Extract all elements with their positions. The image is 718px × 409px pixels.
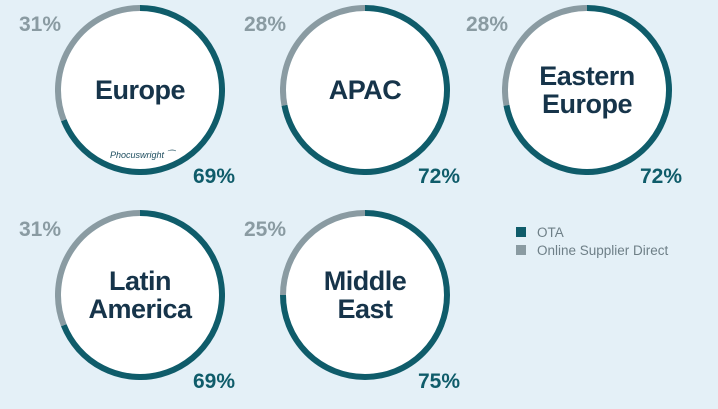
legend: OTA Online Supplier Direct	[516, 223, 668, 259]
slice-online-supplier-direct-europe	[55, 5, 140, 122]
region-label-europe: Europe	[94, 75, 186, 105]
slice-ota-latin-america	[60, 210, 225, 380]
pct-ota-latin-america: 69%	[193, 370, 236, 393]
donut-center-eastern-europe	[508, 11, 666, 169]
pct-ota-europe: 69%	[193, 165, 236, 188]
donut-svg-latin-america	[55, 210, 225, 380]
donut-center-europe	[61, 11, 219, 169]
donut-eastern-europe: Eastern Europe	[502, 5, 672, 175]
donut-svg-apac	[280, 5, 450, 175]
donut-svg-europe	[55, 5, 225, 175]
donut-apac: APAC	[280, 5, 450, 175]
legend-label-online-supplier-direct: Online Supplier Direct	[537, 242, 669, 258]
slice-online-supplier-direct-middle-east	[280, 210, 365, 296]
slice-online-supplier-direct-apac	[280, 5, 365, 106]
legend-swatch-ota	[516, 227, 526, 237]
legend-label-ota: OTA	[537, 224, 564, 240]
slice-ota-apac	[281, 5, 450, 175]
slice-online-supplier-direct-eastern-europe	[502, 5, 587, 106]
pct-ota-apac: 72%	[418, 165, 461, 188]
slice-ota-europe	[60, 5, 225, 175]
legend-item-online-supplier-direct: Online Supplier Direct	[516, 241, 668, 259]
slice-online-supplier-direct-latin-america	[55, 210, 140, 327]
pct-online-supplier-direct-europe: 31%	[19, 13, 62, 36]
pct-online-supplier-direct-eastern-europe: 28%	[466, 13, 509, 36]
donut-svg-eastern-europe	[502, 5, 672, 175]
donut-center-apac	[286, 11, 444, 169]
donut-center-middle-east	[286, 216, 444, 374]
pct-online-supplier-direct-middle-east: 25%	[244, 218, 287, 241]
legend-item-ota: OTA	[516, 223, 668, 241]
legend-swatch-online-supplier-direct	[516, 245, 526, 255]
donut-europe: Europe Phocuswright ⁀	[55, 5, 225, 175]
donut-svg-middle-east	[280, 210, 450, 380]
region-label-eastern-europe: Eastern Europe	[539, 61, 635, 119]
pct-ota-eastern-europe: 72%	[640, 165, 683, 188]
slice-ota-middle-east	[280, 210, 450, 380]
slice-ota-eastern-europe	[503, 5, 672, 175]
pct-online-supplier-direct-latin-america: 31%	[19, 218, 62, 241]
region-label-latin-america: Latin America	[88, 266, 192, 324]
region-label-middle-east: Middle East	[323, 266, 407, 324]
donut-latin-america: Latin America	[55, 210, 225, 380]
pct-ota-middle-east: 75%	[418, 370, 461, 393]
region-label-apac: APAC	[328, 75, 402, 105]
pct-online-supplier-direct-apac: 28%	[244, 13, 287, 36]
donut-center-latin-america	[61, 216, 219, 374]
donut-middle-east: Middle East	[280, 210, 450, 380]
phocuswright-logo: Phocuswright ⁀	[110, 150, 174, 160]
